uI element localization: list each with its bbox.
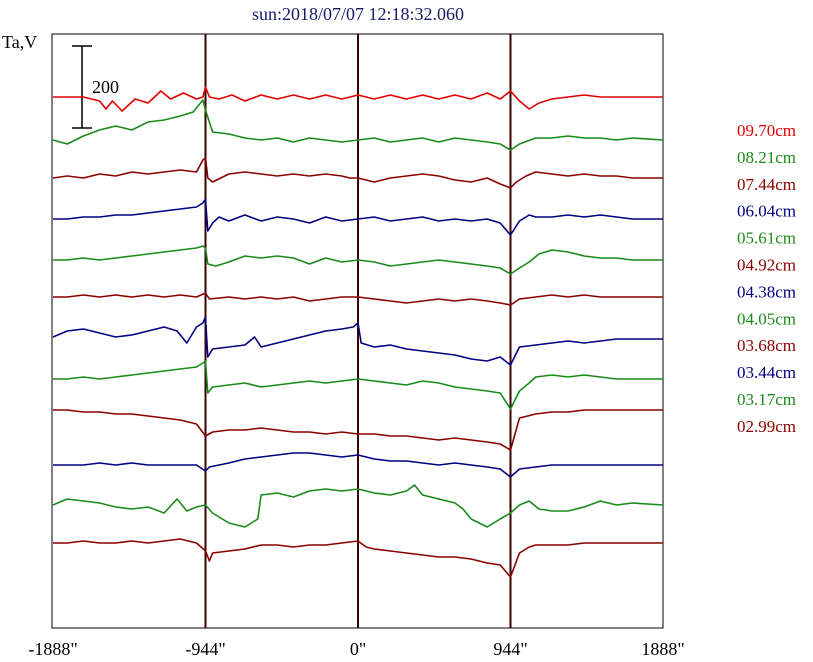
legend-entry: 03.17cm [737, 390, 796, 409]
series-line-8 [53, 409, 663, 451]
legend-entry: 03.44cm [737, 363, 796, 382]
x-tick-label: 1888" [641, 639, 684, 659]
legend-entry: 08.21cm [737, 148, 796, 167]
legend-entry: 05.61cm [737, 229, 796, 248]
series-line-6 [52, 316, 663, 366]
series-line-9 [53, 452, 663, 478]
x-tick-label: -1888" [28, 639, 77, 659]
series-line-0 [53, 86, 663, 112]
legend-entry: 09.70cm [737, 121, 796, 140]
series-line-1 [52, 99, 664, 151]
legend-entry: 06.04cm [737, 202, 796, 221]
legend-entry: 04.38cm [737, 282, 796, 301]
x-tick-label: 0" [350, 639, 366, 659]
series-line-5 [53, 292, 663, 306]
x-tick-label: -944" [185, 639, 225, 659]
legend-entry: 04.05cm [737, 309, 796, 328]
series-line-11 [53, 538, 663, 578]
x-tick-label: 944" [493, 639, 527, 659]
scale-bar-label: 200 [92, 77, 119, 97]
legend-entry: 07.44cm [737, 175, 796, 194]
scale-bar: 200 [72, 45, 119, 129]
chart-title: sun:2018/07/07 12:18:32.060 [252, 4, 464, 24]
legend-entry: 03.68cm [737, 336, 796, 355]
legend-entry: 04.92cm [737, 256, 796, 275]
series-line-7 [53, 360, 663, 410]
series-line-3 [53, 198, 663, 236]
y-axis-label: Ta,V [2, 32, 37, 52]
series-line-4 [53, 245, 663, 275]
series-line-10 [52, 484, 664, 528]
legend-entry: 02.99cm [737, 417, 796, 436]
series-line-2 [52, 157, 663, 189]
